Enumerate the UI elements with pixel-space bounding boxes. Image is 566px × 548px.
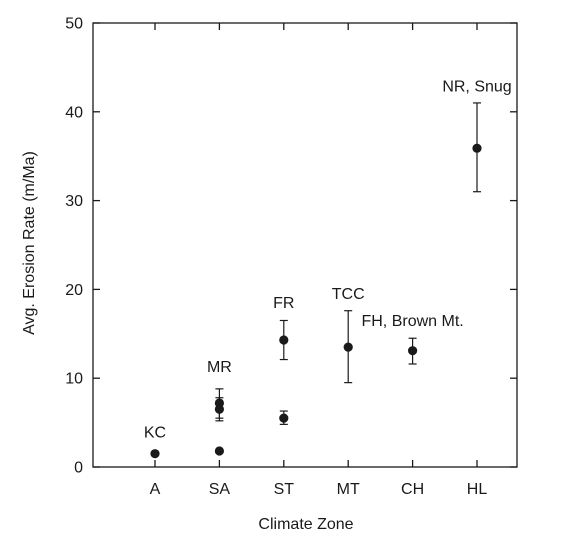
data-point xyxy=(472,143,482,153)
point-annotation: MR xyxy=(207,359,232,376)
x-tick-label: SA xyxy=(209,481,231,498)
data-point xyxy=(214,446,224,456)
point-annotation: TCC xyxy=(332,286,365,303)
data-point xyxy=(279,413,289,423)
y-tick-label: 0 xyxy=(74,460,83,477)
data-point xyxy=(214,398,224,408)
y-axis-title: Avg. Erosion Rate (m/Ma) xyxy=(21,151,38,335)
x-tick-label: HL xyxy=(467,481,488,498)
data-point xyxy=(150,449,160,459)
y-tick-label: 30 xyxy=(65,193,83,210)
x-tick-label: CH xyxy=(401,481,424,498)
data-point xyxy=(343,342,353,352)
point-annotation: KC xyxy=(144,425,166,442)
point-annotation: NR, Snug xyxy=(442,78,511,95)
plot-frame xyxy=(92,22,518,468)
data-point xyxy=(408,346,418,356)
x-axis-title: Climate Zone xyxy=(258,516,353,533)
point-annotation: FH, Brown Mt. xyxy=(361,313,463,330)
y-tick-label: 10 xyxy=(65,371,83,388)
x-tick-label: MT xyxy=(337,481,360,498)
y-tick-label: 20 xyxy=(65,282,83,299)
y-tick-label: 50 xyxy=(65,16,83,33)
x-tick-label: ST xyxy=(274,481,295,498)
x-tick-label: A xyxy=(150,481,161,498)
data-point xyxy=(279,335,289,345)
y-tick-label: 40 xyxy=(65,104,83,121)
point-annotation: FR xyxy=(273,295,294,312)
